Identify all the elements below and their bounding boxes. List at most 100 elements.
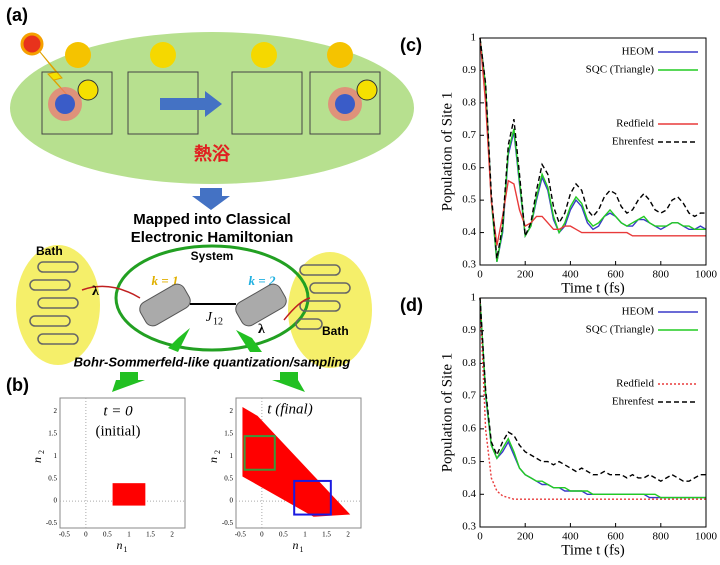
x-tick-label: 1000	[695, 531, 718, 543]
heading: Electronic Hamiltonian	[131, 229, 294, 246]
plot-frame	[59, 397, 186, 529]
y-axis-label: n	[30, 457, 44, 463]
heading: Mapped into Classical	[133, 211, 291, 228]
series-line	[479, 297, 706, 499]
x-tick-label: 0	[84, 531, 88, 539]
spring	[29, 315, 71, 327]
x-tick-label: 2	[346, 531, 350, 539]
x-tick-label: 1.5	[322, 531, 331, 539]
y-tick-label: 0.5	[462, 455, 476, 467]
plot-title: t = 0	[103, 403, 133, 419]
y-tick-label: 1.5	[224, 429, 233, 437]
y-tick-label: 0.4	[462, 226, 476, 238]
molecules	[41, 71, 381, 135]
bath-label: Bath	[322, 324, 349, 338]
sample-cloud	[242, 406, 351, 517]
electron	[55, 94, 75, 114]
series-line	[479, 37, 706, 259]
x-tick-label: 800	[653, 531, 670, 543]
y-tick-label: 0.5	[224, 474, 233, 482]
y-tick-label: -0.5	[222, 519, 234, 527]
spring	[299, 300, 341, 312]
plot-frame	[479, 297, 707, 528]
y-tick-label: 1	[471, 32, 477, 44]
molecule	[231, 71, 303, 135]
y-tick-label: -0.5	[46, 519, 58, 527]
lambda-label: λ	[258, 322, 265, 337]
y-tick-label: 0.9	[462, 64, 476, 76]
x-tick-label: -0.5	[235, 531, 247, 539]
plot-frame	[479, 37, 707, 266]
legend-label: Ehrenfest	[612, 396, 654, 408]
series-line	[479, 297, 706, 483]
face	[65, 42, 91, 68]
face	[327, 42, 353, 68]
y-tick-label: 0.6	[462, 422, 476, 434]
y-tick-label: 0.7	[462, 390, 476, 402]
hole	[356, 79, 378, 101]
face	[251, 42, 277, 68]
spring	[295, 318, 323, 330]
x-tick-label: 0	[477, 531, 483, 543]
y-tick-label: 0.3	[462, 259, 476, 271]
series-line	[479, 297, 706, 500]
x-tick-label: 0.5	[279, 531, 288, 539]
bath-coupling	[81, 285, 141, 299]
x-axis-label: n	[293, 538, 299, 552]
site-label: k = 1	[152, 273, 179, 288]
electron	[335, 94, 355, 114]
sampling-label: Bohr-Sommerfeld-like quantization/sampli…	[74, 354, 351, 369]
green-arrow	[112, 372, 145, 392]
coupling-subscript: 12	[213, 316, 223, 327]
y-tick-label: 0	[54, 497, 58, 505]
legend-label: SQC (Triangle)	[586, 324, 655, 336]
bath-springs	[29, 261, 351, 345]
x-tick-label: 200	[517, 269, 534, 281]
x-axis-subscript: 1	[300, 545, 304, 554]
x-tick-label: 0.5	[103, 531, 112, 539]
y-tick-label: 1.5	[48, 429, 57, 437]
site-label: k = 2	[249, 273, 276, 288]
hole	[77, 79, 99, 101]
y-tick-label: 0.4	[462, 488, 476, 500]
bath-label: Bath	[36, 244, 63, 258]
y-axis-subscript: 2	[37, 450, 46, 454]
x-tick-label: -0.5	[59, 531, 71, 539]
y-tick-label: 0.8	[462, 96, 476, 108]
y-axis-label: Population of Site 1	[439, 353, 455, 473]
y-axis-label: n	[206, 457, 220, 463]
x-tick-label: 0	[477, 269, 483, 281]
y-axis-label: Population of Site 1	[439, 92, 455, 212]
plot-title: t (final)	[267, 401, 312, 417]
panel-label: (c)	[400, 35, 422, 55]
x-axis-subscript: 1	[124, 545, 128, 554]
y-tick-label: 1	[471, 292, 477, 304]
spring	[299, 264, 341, 276]
x-axis-label: Time t (fs)	[561, 280, 625, 296]
y-axis-subscript: 2	[213, 450, 222, 454]
y-tick-label: 2	[54, 407, 58, 415]
legend-label: HEOM	[622, 46, 655, 58]
sun	[20, 32, 44, 56]
legend-label: HEOM	[622, 306, 655, 318]
plot-title: (initial)	[96, 423, 141, 439]
y-tick-label: 0.5	[48, 474, 57, 482]
x-tick-label: 600	[607, 269, 624, 281]
x-tick-label: 1.5	[146, 531, 155, 539]
lambda-label: λ	[92, 284, 99, 299]
legend-label: Redfield	[616, 378, 654, 390]
window-box	[293, 479, 332, 516]
x-tick-label: 800	[653, 269, 670, 281]
spring	[37, 297, 79, 309]
bath-coupling	[283, 297, 311, 321]
window-box	[243, 435, 276, 471]
y-tick-label: 1	[230, 452, 234, 460]
bath-ellipse	[288, 252, 372, 368]
green-arrow	[168, 328, 190, 352]
molecule	[41, 71, 113, 135]
coupling-label: J	[206, 310, 213, 325]
spring	[29, 279, 71, 291]
green-arrow	[272, 372, 305, 392]
panel-label: (a)	[6, 5, 28, 25]
y-tick-label: 0.5	[462, 194, 476, 206]
